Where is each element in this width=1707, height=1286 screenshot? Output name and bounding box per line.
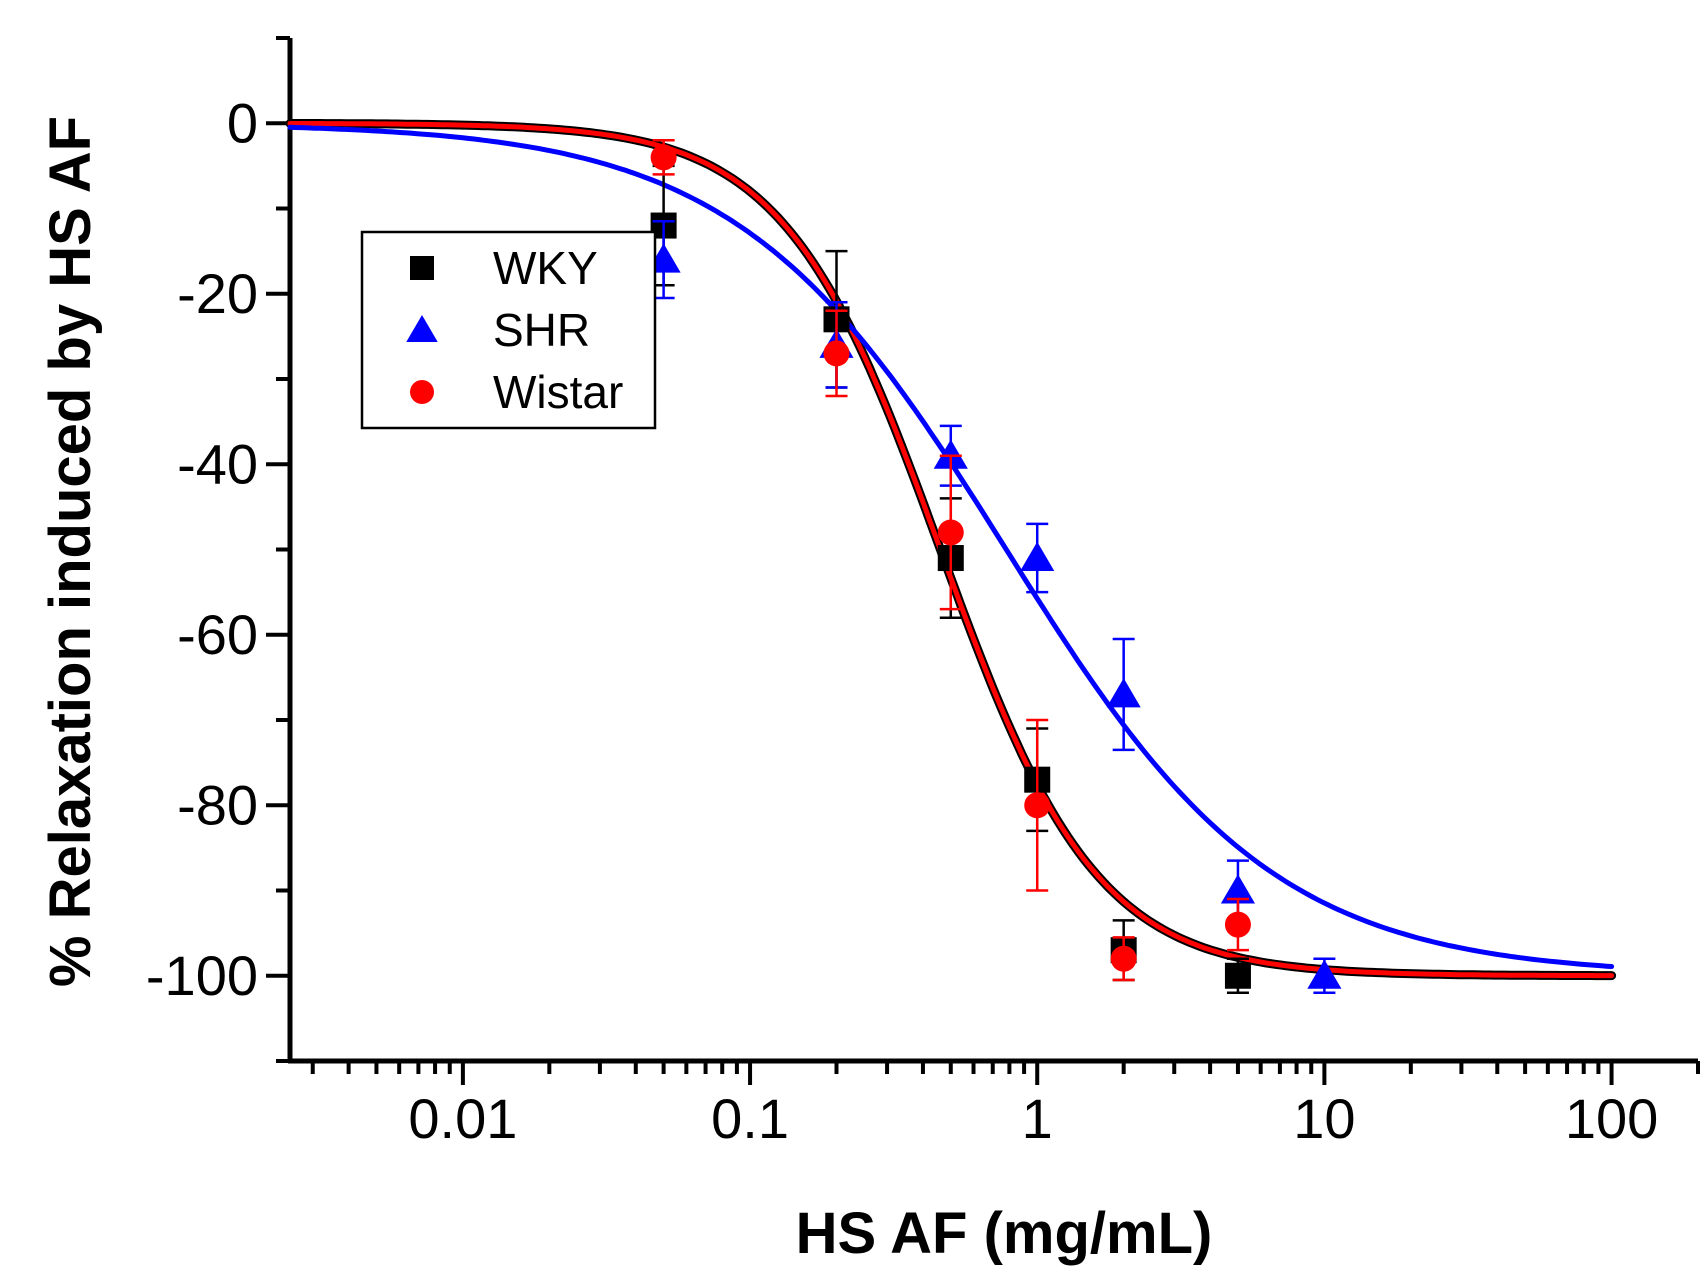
data-point-wky <box>1224 962 1251 989</box>
x-tick-label: 0.01 <box>408 1087 517 1150</box>
y-axis-title: % Relaxation induced by HS AF <box>38 116 103 987</box>
legend-marker-wistar <box>410 380 434 404</box>
data-point-shr <box>933 439 968 469</box>
data-point-wistar <box>1110 945 1137 972</box>
x-tick-label: 0.1 <box>711 1087 789 1150</box>
plot-frame: 0 -20 -40 -60 -80 -100 0.01 0.1 1 10 100 <box>146 36 1700 1150</box>
legend-marker-wky <box>410 256 434 280</box>
x-axis-title: HS AF (mg/mL) <box>796 1201 1213 1266</box>
x-tick-label: 10 <box>1293 1087 1355 1150</box>
legend-marker-shr <box>406 315 438 342</box>
legend-label-wistar: Wistar <box>493 366 623 418</box>
data-point-shr <box>1106 678 1141 708</box>
data-point-wistar <box>937 519 964 546</box>
y-tick-label: -40 <box>177 432 258 495</box>
data-point-wistar <box>1224 911 1251 938</box>
x-tick-label: 1 <box>1022 1087 1053 1150</box>
y-tick-label: -60 <box>177 603 258 666</box>
data-point-shr <box>1220 874 1256 904</box>
y-tick-label: -20 <box>177 262 258 325</box>
data-point-wistar <box>1024 792 1051 819</box>
data-point-shr <box>1307 959 1342 989</box>
y-tick-label: -80 <box>177 773 258 836</box>
legend: WKY SHR Wistar <box>360 230 657 430</box>
data-point-wistar <box>823 340 850 367</box>
y-tick-label: -100 <box>146 944 258 1007</box>
x-tick-label: 100 <box>1565 1087 1658 1150</box>
legend-label-shr: SHR <box>493 304 590 356</box>
legend-label-wky: WKY <box>493 242 598 294</box>
data-points <box>646 139 1342 995</box>
data-point-wistar <box>650 144 677 171</box>
y-tick-label: 0 <box>227 91 258 154</box>
data-point-shr <box>1020 541 1055 572</box>
